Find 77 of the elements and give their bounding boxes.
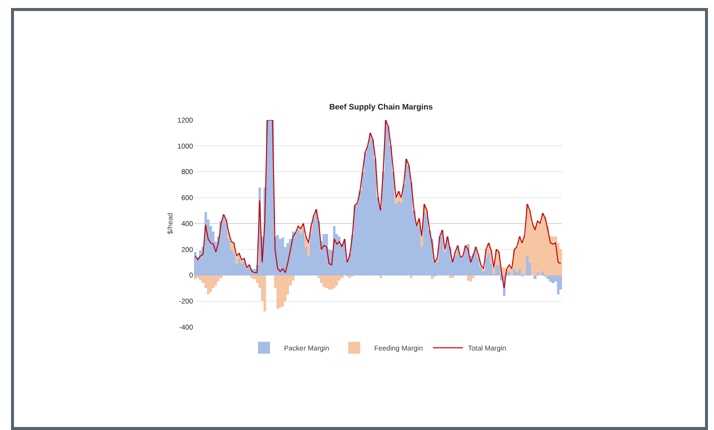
bar — [220, 275, 222, 278]
bar — [238, 258, 240, 276]
bar — [206, 275, 210, 295]
bar — [482, 268, 485, 272]
bar — [513, 268, 516, 276]
bar — [484, 257, 488, 276]
bar — [534, 275, 536, 280]
bar — [498, 264, 500, 276]
bar — [405, 158, 408, 276]
bar — [263, 275, 266, 312]
bar — [536, 272, 539, 276]
bar — [235, 256, 238, 264]
bar — [469, 275, 472, 282]
bar — [426, 216, 428, 276]
bar — [384, 120, 388, 276]
bar — [456, 248, 460, 276]
bar — [544, 217, 547, 276]
bar — [336, 275, 338, 286]
bar — [268, 120, 272, 276]
bar — [516, 272, 518, 276]
bar — [314, 209, 318, 276]
bar — [338, 236, 341, 276]
bar — [322, 234, 326, 276]
bar — [348, 275, 351, 278]
bar — [320, 275, 323, 284]
bar — [250, 275, 254, 278]
bar — [294, 232, 297, 276]
bar — [209, 275, 212, 292]
bar — [302, 230, 305, 276]
bar — [232, 253, 236, 276]
line-series — [194, 120, 562, 289]
bar — [230, 242, 233, 250]
bar — [199, 250, 202, 276]
bar — [526, 256, 529, 276]
bar — [495, 264, 498, 276]
bar — [418, 226, 420, 276]
bar — [214, 275, 218, 286]
bar — [464, 248, 467, 276]
bar — [196, 275, 200, 278]
bar — [379, 275, 382, 278]
bar — [423, 212, 426, 276]
bar — [474, 249, 478, 276]
bar — [242, 261, 246, 276]
bar — [212, 275, 215, 288]
bar — [472, 275, 474, 278]
bar — [199, 275, 202, 280]
bar — [510, 268, 514, 276]
bar — [276, 275, 279, 309]
bar — [541, 271, 544, 276]
bar — [217, 275, 220, 282]
bar — [451, 275, 454, 278]
bar — [278, 239, 282, 276]
bar — [340, 275, 344, 278]
bar — [552, 236, 554, 276]
bar — [444, 249, 446, 252]
bar — [502, 267, 506, 276]
bar — [518, 268, 521, 276]
bar — [322, 275, 326, 287]
bar — [536, 220, 539, 273]
bar — [420, 236, 424, 247]
bar — [410, 275, 413, 278]
bar — [446, 240, 449, 276]
bar — [508, 271, 511, 276]
bar — [282, 238, 284, 276]
bar — [194, 252, 197, 276]
bar — [448, 275, 452, 278]
bar — [487, 253, 490, 276]
bar — [466, 275, 470, 280]
bar — [240, 260, 243, 264]
bar — [492, 267, 496, 274]
bar — [292, 231, 294, 276]
bar — [325, 234, 328, 276]
bar — [222, 214, 225, 276]
bar — [253, 275, 256, 280]
chart-title: Beef Supply Chain Margins — [329, 102, 434, 112]
bar — [556, 275, 560, 295]
bar — [549, 275, 552, 282]
